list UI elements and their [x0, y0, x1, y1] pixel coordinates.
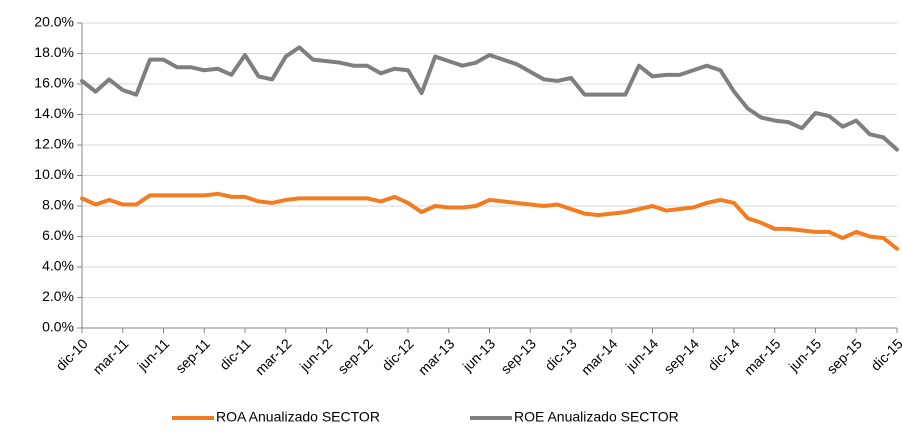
x-tick-label: sep-15 — [823, 335, 865, 377]
x-tick-label: jun-12 — [296, 335, 336, 375]
x-tick-label: mar-13 — [415, 335, 458, 378]
x-tick-label: sep-14 — [660, 335, 702, 377]
legend-label: ROA Anualizado SECTOR — [216, 409, 380, 425]
x-tick-label: mar-11 — [90, 335, 132, 377]
x-tick-label: mar-12 — [252, 335, 295, 378]
y-tick-label: 2.0% — [42, 288, 74, 304]
line-series — [80, 45, 899, 152]
y-tick-label: 0.0% — [42, 319, 74, 335]
y-tick-label: 12.0% — [34, 136, 74, 152]
y-tick-label: 18.0% — [34, 44, 74, 60]
y-tick-label: 10.0% — [34, 166, 74, 182]
y-tick-label: 14.0% — [34, 105, 74, 121]
legend-label: ROE Anualizado SECTOR — [514, 409, 679, 425]
x-tick-label: mar-14 — [578, 335, 621, 378]
x-tick-label: jun-15 — [785, 335, 825, 375]
y-tick-label: 20.0% — [34, 14, 74, 30]
x-tick-label: sep-12 — [334, 335, 376, 377]
y-tick-label: 16.0% — [34, 75, 74, 91]
x-tick-label: jun-11 — [133, 335, 172, 374]
x-tick-label: sep-13 — [497, 335, 539, 377]
line-series — [80, 191, 899, 251]
x-tick-label: jun-13 — [459, 335, 499, 375]
x-tick-label: jun-14 — [622, 335, 662, 375]
x-tick-label: dic-10 — [52, 335, 90, 373]
x-tick-label: dic-14 — [704, 335, 742, 373]
x-tick-label: dic-11 — [216, 335, 254, 373]
x-tick-label: dic-15 — [867, 335, 902, 373]
y-tick-label: 6.0% — [42, 227, 74, 243]
x-tick-label: sep-11 — [172, 335, 213, 376]
x-tick-label: dic-12 — [378, 335, 416, 373]
y-tick-label: 8.0% — [42, 197, 74, 213]
y-tick-label: 4.0% — [42, 258, 74, 274]
x-tick-label: mar-15 — [741, 335, 784, 378]
x-tick-label: dic-13 — [541, 335, 579, 373]
